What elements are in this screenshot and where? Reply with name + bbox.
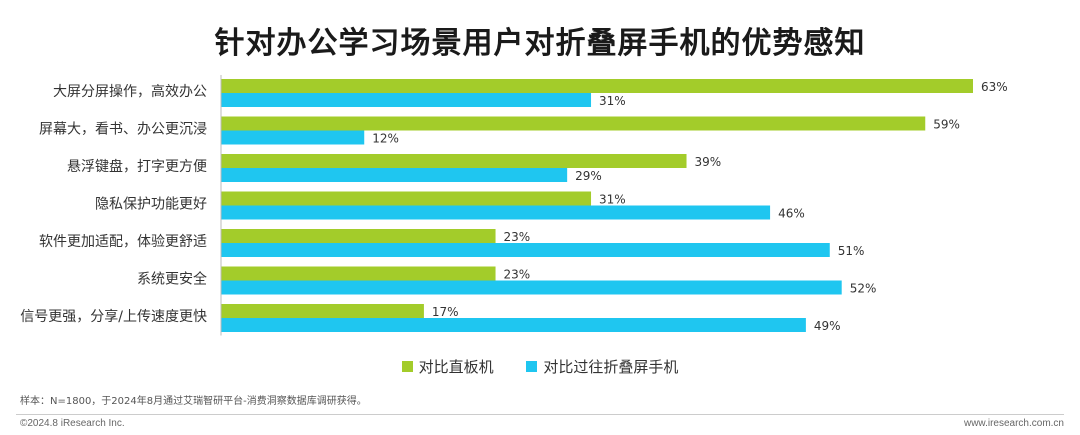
bar-series-2: [221, 168, 568, 182]
bar-series-2: [221, 280, 842, 295]
copyright: ©2024.8 iResearch Inc.: [20, 418, 125, 429]
website: www.iresearch.com.cn: [963, 418, 1064, 429]
bar-series-2: [221, 205, 771, 220]
chart-title: 针对办公学习场景用户对折叠屏手机的优势感知: [214, 26, 866, 61]
data-label-series-1: 39%: [695, 155, 722, 169]
bar-series-2: [221, 243, 830, 257]
category-label: 系统更安全: [137, 271, 207, 288]
bar-series-1: [221, 229, 496, 243]
data-label-series-2: 29%: [575, 169, 602, 183]
footer-divider: [16, 414, 1064, 415]
bar-series-2: [221, 130, 365, 145]
category-label: 屏幕大，看书、办公更沉浸: [39, 122, 207, 138]
data-label-series-2: 12%: [372, 132, 399, 146]
data-label-series-2: 51%: [838, 244, 865, 258]
data-label-series-1: 63%: [981, 80, 1008, 94]
legend-item-series-1: 对比直板机: [401, 356, 494, 377]
bar-series-2: [221, 318, 806, 332]
legend-label-series-2: 对比过往折叠屏手机: [543, 358, 679, 376]
category-label: 悬浮键盘，打字更方便: [67, 158, 207, 175]
bar-chart: 大屏分屏操作，高效办公 63% 31% 屏幕大，看书、办公更沉浸 59% 12% 悬浮键盘，…: [20, 75, 1008, 336]
data-label-series-1: 31%: [599, 193, 626, 207]
legend: 对比直板机 对比过往折叠屏手机: [0, 356, 1080, 377]
data-label-series-2: 52%: [850, 282, 877, 296]
bar-series-1: [221, 191, 592, 206]
legend-swatch-series-2: [526, 361, 538, 372]
bar-series-1: [221, 266, 496, 281]
legend-item-series-2: 对比过往折叠屏手机: [526, 356, 678, 377]
bar-series-1: [221, 79, 973, 93]
bar-series-2: [221, 93, 592, 107]
sample-note: 样本：N=1800，于2024年8月通过艾瑞智研平台-消费洞察数据库调研获得。: [20, 396, 367, 407]
category-label: 软件更加适配，体验更舒适: [39, 234, 207, 250]
category-label: 大屏分屏操作，高效办公: [53, 83, 207, 100]
bar-series-1: [221, 154, 687, 168]
bar-series-1: [221, 304, 424, 318]
data-label-series-1: 23%: [504, 230, 531, 244]
data-label-series-1: 59%: [933, 118, 960, 132]
category-label: 隐私保护功能更好: [95, 197, 207, 213]
data-label-series-1: 23%: [504, 268, 531, 282]
data-label-series-2: 31%: [599, 94, 626, 108]
bar-series-1: [221, 116, 926, 131]
data-label-series-2: 49%: [814, 319, 841, 333]
data-label-series-2: 46%: [778, 207, 805, 221]
legend-label-series-1: 对比直板机: [418, 358, 494, 376]
data-label-series-1: 17%: [432, 305, 459, 319]
legend-swatch-series-1: [401, 361, 413, 372]
category-label: 信号更强，分享/上传速度更快: [20, 308, 207, 325]
